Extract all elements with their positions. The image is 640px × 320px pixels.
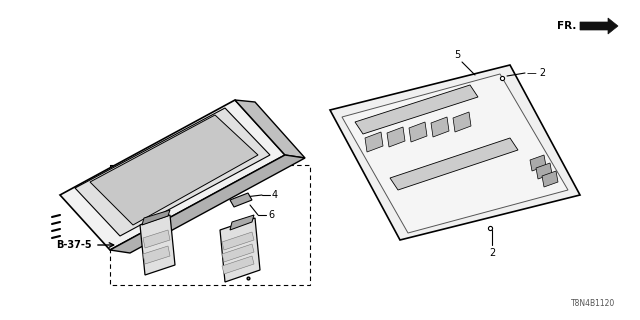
Text: 4: 4 <box>272 190 278 200</box>
Polygon shape <box>222 232 254 250</box>
Polygon shape <box>230 215 254 230</box>
Polygon shape <box>222 256 254 274</box>
Polygon shape <box>536 163 552 179</box>
Polygon shape <box>387 127 405 147</box>
Polygon shape <box>220 218 260 282</box>
Polygon shape <box>60 100 285 250</box>
Polygon shape <box>330 65 580 240</box>
Polygon shape <box>365 132 383 152</box>
Polygon shape <box>355 85 478 134</box>
Polygon shape <box>342 74 568 233</box>
Polygon shape <box>580 18 618 34</box>
Polygon shape <box>143 230 170 248</box>
Polygon shape <box>230 193 252 207</box>
Polygon shape <box>453 112 471 132</box>
Polygon shape <box>222 244 254 262</box>
Polygon shape <box>235 100 305 158</box>
Polygon shape <box>542 171 558 187</box>
Polygon shape <box>431 117 449 137</box>
Polygon shape <box>390 138 518 190</box>
Text: T8N4B1120: T8N4B1120 <box>571 299 615 308</box>
Text: 6: 6 <box>268 210 274 220</box>
Text: 5: 5 <box>454 50 460 60</box>
Text: B-37-5: B-37-5 <box>56 240 92 250</box>
Polygon shape <box>75 108 270 236</box>
Polygon shape <box>143 246 170 264</box>
Polygon shape <box>90 115 258 225</box>
Polygon shape <box>140 215 175 275</box>
Text: — 2: — 2 <box>527 68 546 78</box>
Polygon shape <box>110 155 305 253</box>
Polygon shape <box>142 210 170 225</box>
Text: 2: 2 <box>489 248 495 258</box>
Polygon shape <box>409 122 427 142</box>
Text: FR.: FR. <box>557 21 576 31</box>
Polygon shape <box>530 155 546 171</box>
